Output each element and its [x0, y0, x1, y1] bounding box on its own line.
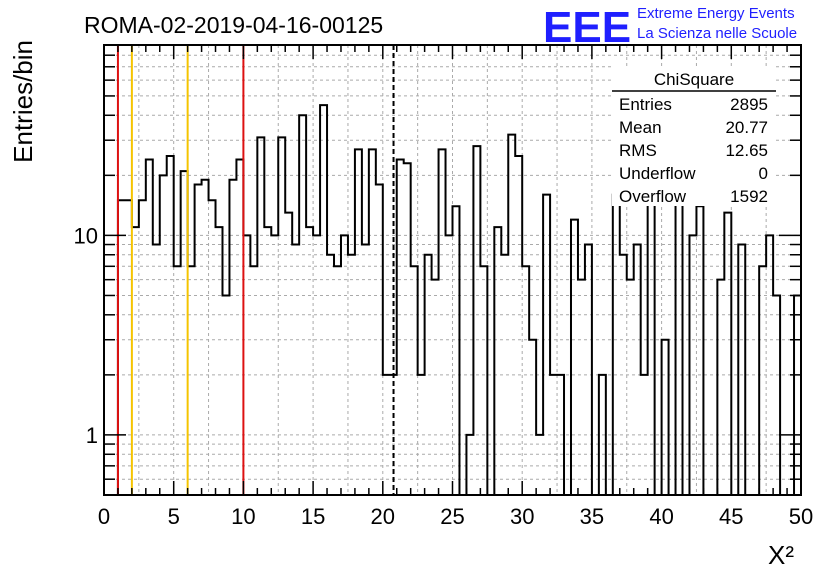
histogram-bin: [473, 146, 480, 495]
y-tick-label: 10: [74, 223, 98, 248]
logo-line-1: Extreme Energy Events: [637, 5, 795, 22]
histogram-bin: [306, 227, 313, 495]
histogram-bin: [585, 245, 592, 495]
x-tick-label: 25: [440, 504, 464, 529]
logo-line-2: La Scienza nelle Scuole: [637, 25, 797, 42]
histogram-bin: [759, 266, 766, 495]
stats-title: ChiSquare: [654, 70, 734, 89]
stats-label: Mean: [619, 118, 662, 137]
stats-label: Overflow: [619, 187, 687, 206]
x-tick-label: 0: [98, 504, 110, 529]
histogram-bin: [334, 266, 341, 495]
histogram-bin: [480, 266, 487, 495]
histogram-bin: [264, 227, 271, 495]
histogram-bin: [341, 235, 348, 495]
histogram-bin: [404, 163, 411, 495]
stats-value: 2895: [730, 95, 768, 114]
histogram-bin: [236, 160, 243, 495]
histogram-bin: [773, 295, 780, 495]
histogram-bin: [222, 295, 229, 495]
histogram-bin: [397, 160, 404, 495]
stats-label: Underflow: [619, 164, 696, 183]
histogram-bin: [453, 206, 460, 495]
histogram-bin: [292, 245, 299, 495]
stats-value: 12.65: [725, 141, 768, 160]
histogram-bin: [634, 245, 641, 495]
histogram-bin: [446, 235, 453, 495]
histogram-bin: [662, 340, 669, 495]
y-axis-label: Entries/bin: [8, 40, 38, 163]
x-tick-label: 35: [580, 504, 604, 529]
histogram-bin: [578, 280, 585, 495]
histogram-bin: [299, 115, 306, 495]
y-tick-label: 1: [86, 423, 98, 448]
reference-lines: [116, 45, 395, 495]
histogram-bin: [153, 245, 160, 495]
histogram-bin: [250, 266, 257, 495]
histogram-bin: [188, 266, 195, 495]
histogram-bin: [432, 280, 439, 495]
histogram-bin: [369, 149, 376, 495]
x-tick-label: 20: [371, 504, 395, 529]
histogram-bin: [766, 235, 773, 495]
x-axis-label: X²: [768, 540, 794, 570]
histogram-bin: [132, 227, 139, 495]
stats-value: 20.77: [725, 118, 768, 137]
histogram-bin: [494, 227, 501, 495]
histogram-bin: [543, 195, 550, 495]
histogram-bin: [648, 160, 655, 495]
axis-ticks: 0 5 10 15 20 25 30 35 40 45 50 1 10: [74, 45, 813, 529]
eee-logo: EEE: [543, 3, 631, 52]
histogram-bin: [794, 295, 801, 495]
histogram-bin: [320, 105, 327, 495]
stats-box-background: [612, 66, 776, 206]
x-tick-label: 50: [789, 504, 813, 529]
histogram-bin: [627, 280, 634, 495]
histogram-bin: [522, 266, 529, 495]
histogram-bin: [202, 180, 209, 495]
histogram-bin: [257, 137, 264, 495]
stats-rows: Entries 2895 Mean 20.77 RMS 12.65 Underflow 0 Ov…: [619, 95, 768, 206]
histogram-bin: [181, 171, 188, 495]
stats-label: RMS: [619, 141, 657, 160]
histogram-bin: [174, 266, 181, 495]
stats-box: ChiSquare Entries 2895 Mean 20.77 RMS 12.65 Un…: [612, 66, 776, 206]
histogram-bin: [160, 175, 167, 495]
histogram-bin: [439, 149, 446, 495]
histogram-bin: [271, 235, 278, 495]
histogram-bin: [676, 167, 683, 495]
x-tick-label: 15: [301, 504, 325, 529]
histogram-bin: [613, 195, 620, 495]
histogram-bin: [696, 206, 703, 495]
stats-label: Entries: [619, 95, 672, 114]
histogram-bin: [571, 220, 578, 495]
histogram-bin: [243, 235, 250, 495]
histogram-bin: [362, 245, 369, 495]
histogram-bin: [313, 235, 320, 495]
histogram-bin: [717, 280, 724, 495]
x-tick-label: 10: [231, 504, 255, 529]
x-tick-label: 5: [168, 504, 180, 529]
histogram-bin: [278, 137, 285, 495]
histogram-bin: [411, 266, 418, 495]
stats-value: 1592: [730, 187, 768, 206]
histogram-bin: [689, 235, 696, 495]
x-tick-label: 45: [719, 504, 743, 529]
x-tick-label: 40: [649, 504, 673, 529]
histogram-bin: [738, 245, 745, 495]
x-tick-label: 30: [510, 504, 534, 529]
histogram-bin: [355, 149, 362, 495]
histogram-bin: [229, 180, 236, 495]
chart-title: ROMA-02-2019-04-16-00125: [84, 12, 383, 38]
histogram-bin: [146, 160, 153, 495]
histogram-bin: [529, 340, 536, 495]
stats-value: 0: [759, 164, 768, 183]
histogram-bin: [216, 227, 223, 495]
